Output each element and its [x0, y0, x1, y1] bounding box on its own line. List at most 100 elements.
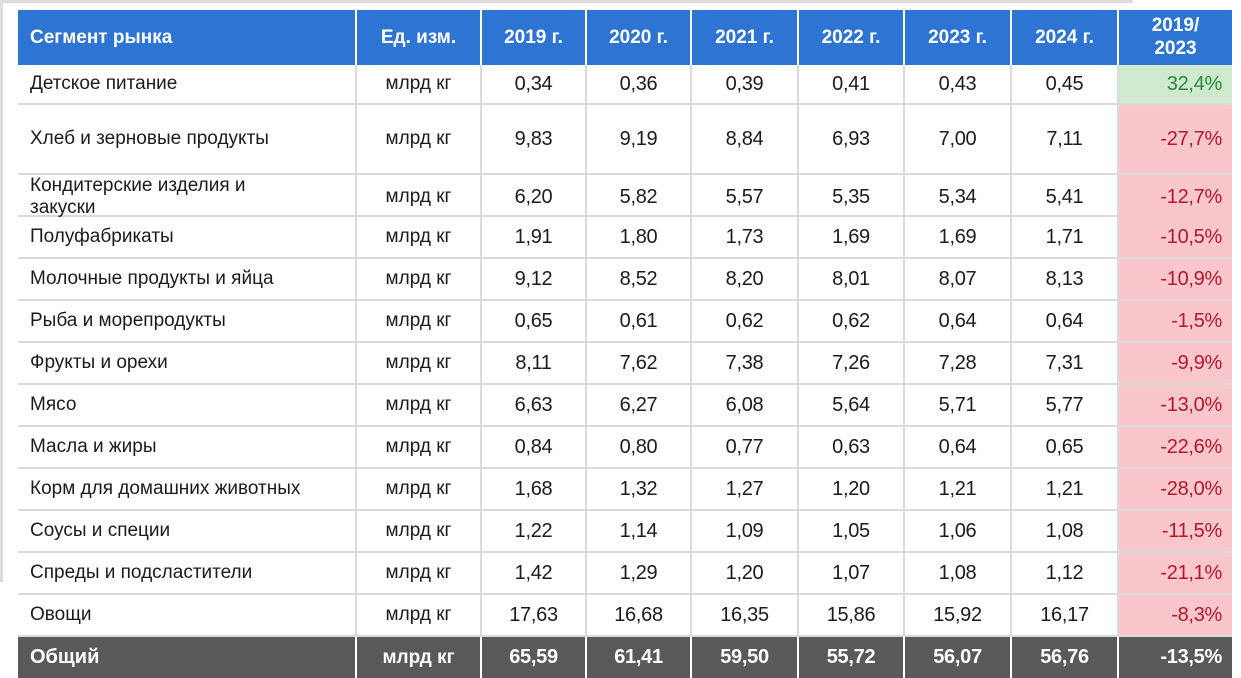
value-2020-cell: 0,80 — [585, 427, 690, 467]
value-2023-cell: 7,28 — [903, 343, 1010, 383]
value-2024-cell: 1,21 — [1010, 469, 1117, 509]
value-2022-cell: 0,41 — [797, 65, 903, 103]
value-2020-cell: 1,80 — [585, 217, 690, 257]
segment-cell: Молочные продукты и яйца — [30, 267, 274, 289]
change-cell: -1,5% — [1117, 301, 1232, 341]
value-2019-cell: 8,11 — [480, 343, 585, 383]
table-row: Рыба и морепродукты млрд кг 0,65 0,61 0,… — [18, 301, 1232, 343]
segment-cell: Соусы и специи — [30, 519, 171, 541]
value-2021-cell: 16,35 — [690, 595, 797, 635]
value-2023-cell: 1,08 — [903, 553, 1010, 593]
value-2024-cell: 0,64 — [1010, 301, 1117, 341]
value-2019-cell: 0,34 — [480, 65, 585, 103]
sheet-edge-left-line — [0, 0, 3, 582]
total-2024-cell: 56,76 — [1010, 637, 1117, 678]
change-cell: -8,3% — [1117, 595, 1232, 635]
segment-cell: Фрукты и орехи — [30, 351, 168, 373]
value-2022-cell: 1,07 — [797, 553, 903, 593]
unit-cell: млрд кг — [355, 343, 480, 383]
segment-cell: Детское питание — [30, 72, 178, 94]
segment-cell: Полуфабрикаты — [30, 225, 174, 247]
table-row: Хлеб и зерновые продукты млрд кг 9,83 9,… — [18, 105, 1232, 175]
value-2023-cell: 0,43 — [903, 65, 1010, 103]
value-2019-cell: 1,91 — [480, 217, 585, 257]
value-2023-cell: 5,34 — [903, 175, 1010, 220]
change-cell: -27,7% — [1117, 105, 1232, 173]
total-2021-cell: 59,50 — [690, 637, 797, 678]
table-row: Полуфабрикаты млрд кг 1,91 1,80 1,73 1,6… — [18, 217, 1232, 259]
unit-cell: млрд кг — [355, 217, 480, 257]
change-cell: -9,9% — [1117, 343, 1232, 383]
value-2022-cell: 1,69 — [797, 217, 903, 257]
value-2020-cell: 8,52 — [585, 259, 690, 299]
value-2023-cell: 1,06 — [903, 511, 1010, 551]
unit-cell: млрд кг — [355, 427, 480, 467]
value-2021-cell: 1,27 — [690, 469, 797, 509]
value-2020-cell: 6,27 — [585, 385, 690, 425]
header-change-line2: 2023 — [1154, 37, 1197, 59]
value-2023-cell: 5,71 — [903, 385, 1010, 425]
value-2024-cell: 16,17 — [1010, 595, 1117, 635]
value-2023-cell: 1,21 — [903, 469, 1010, 509]
value-2024-cell: 7,11 — [1010, 105, 1117, 173]
total-2023-cell: 56,07 — [903, 637, 1010, 678]
value-2020-cell: 9,19 — [585, 105, 690, 173]
value-2020-cell: 7,62 — [585, 343, 690, 383]
segment-cell: Овощи — [30, 603, 92, 625]
table-header-row: Сегмент рынка Ед. изм. 2019 г. 2020 г. 2… — [18, 10, 1232, 65]
header-cell-unit: Ед. изм. — [355, 10, 480, 65]
total-2020-cell: 61,41 — [585, 637, 690, 678]
header-cell-change: 2019/ 2023 — [1117, 10, 1232, 65]
value-2024-cell: 1,12 — [1010, 553, 1117, 593]
table-row: Масла и жиры млрд кг 0,84 0,80 0,77 0,63… — [18, 427, 1232, 469]
segment-cell: Корм для домашних животных — [30, 477, 301, 499]
value-2019-cell: 6,20 — [480, 175, 585, 220]
change-cell: -12,7% — [1117, 175, 1232, 220]
table-row: Молочные продукты и яйца млрд кг 9,12 8,… — [18, 259, 1232, 301]
total-segment-cell: Общий — [30, 645, 100, 668]
total-unit-cell: млрд кг — [355, 637, 480, 678]
value-2019-cell: 17,63 — [480, 595, 585, 635]
total-change-cell: -13,5% — [1117, 637, 1232, 678]
value-2020-cell: 5,82 — [585, 175, 690, 220]
value-2022-cell: 0,62 — [797, 301, 903, 341]
value-2021-cell: 1,09 — [690, 511, 797, 551]
value-2023-cell: 15,92 — [903, 595, 1010, 635]
header-cell-2023: 2023 г. — [903, 10, 1010, 65]
value-2024-cell: 5,41 — [1010, 175, 1117, 220]
value-2021-cell: 0,62 — [690, 301, 797, 341]
market-segments-table: Сегмент рынка Ед. изм. 2019 г. 2020 г. 2… — [18, 10, 1232, 678]
value-2019-cell: 0,65 — [480, 301, 585, 341]
change-cell: -10,5% — [1117, 217, 1232, 257]
value-2023-cell: 0,64 — [903, 427, 1010, 467]
value-2023-cell: 7,00 — [903, 105, 1010, 173]
table-row: Соусы и специи млрд кг 1,22 1,14 1,09 1,… — [18, 511, 1232, 553]
unit-cell: млрд кг — [355, 105, 480, 173]
value-2020-cell: 1,14 — [585, 511, 690, 551]
value-2021-cell: 0,39 — [690, 65, 797, 103]
value-2021-cell: 1,20 — [690, 553, 797, 593]
change-cell: -11,5% — [1117, 511, 1232, 551]
header-change-line1: 2019/ — [1151, 15, 1200, 37]
unit-cell: млрд кг — [355, 469, 480, 509]
total-2019-cell: 65,59 — [480, 637, 585, 678]
value-2019-cell: 1,22 — [480, 511, 585, 551]
value-2023-cell: 8,07 — [903, 259, 1010, 299]
value-2022-cell: 6,93 — [797, 105, 903, 173]
value-2021-cell: 5,57 — [690, 175, 797, 220]
value-2022-cell: 1,20 — [797, 469, 903, 509]
change-cell: 32,4% — [1117, 65, 1232, 103]
value-2024-cell: 1,08 — [1010, 511, 1117, 551]
value-2019-cell: 6,63 — [480, 385, 585, 425]
total-row: Общий млрд кг 65,59 61,41 59,50 55,72 56… — [18, 637, 1232, 678]
value-2022-cell: 1,05 — [797, 511, 903, 551]
unit-cell: млрд кг — [355, 259, 480, 299]
unit-cell: млрд кг — [355, 301, 480, 341]
value-2020-cell: 0,61 — [585, 301, 690, 341]
table-row: Мясо млрд кг 6,63 6,27 6,08 5,64 5,71 5,… — [18, 385, 1232, 427]
value-2024-cell: 1,71 — [1010, 217, 1117, 257]
header-cell-segment: Сегмент рынка — [30, 26, 173, 48]
value-2020-cell: 1,32 — [585, 469, 690, 509]
value-2022-cell: 5,35 — [797, 175, 903, 220]
value-2021-cell: 8,84 — [690, 105, 797, 173]
